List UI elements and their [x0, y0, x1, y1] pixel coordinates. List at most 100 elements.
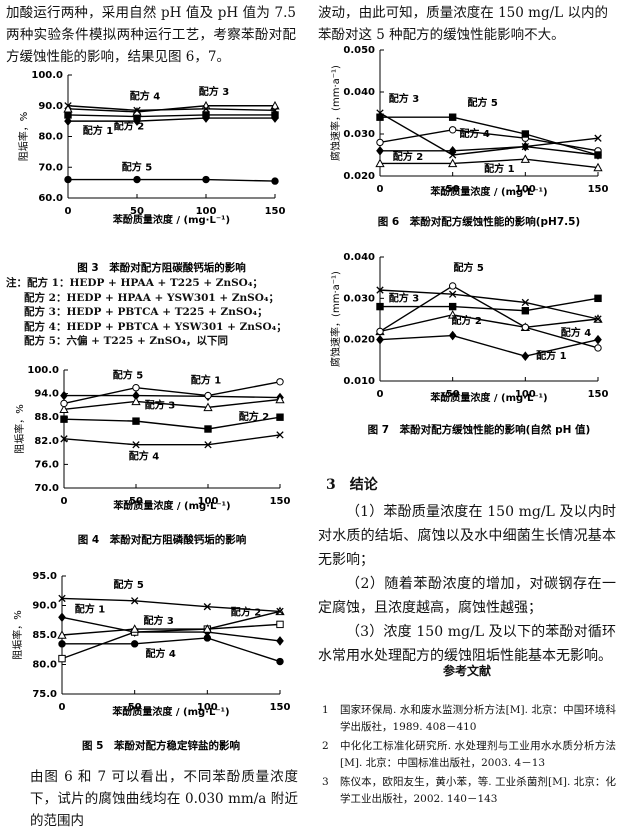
marker	[132, 384, 140, 392]
marker	[448, 158, 458, 168]
marker	[202, 624, 212, 633]
series-line	[380, 145, 599, 156]
series-label: 配方 5	[113, 578, 143, 591]
series-label: 配方 1	[536, 349, 566, 362]
conclusions: （1）苯酚质量浓度在 150 mg/L 及以内时对水质的结垢、腐蚀以及水中细菌生…	[318, 500, 616, 668]
x-tick-label: 50	[128, 702, 142, 713]
series-label: 配方 1	[191, 373, 221, 386]
x-tick-label: 50	[129, 496, 143, 507]
series-label: 配方 5	[122, 161, 152, 174]
reference: 3 陈仪本，欧阳友生，黄小苯，等. 工业杀菌剂[M]. 北京：化学工业出版社，20…	[318, 774, 616, 808]
note: 配方 3：HEDP + PBTCA + T225 + ZnSO₄；	[24, 306, 268, 318]
marker	[376, 334, 384, 345]
reference-number: 2	[322, 740, 329, 752]
reference-text: 国家环保局. 水和废水监测分析方法[M]. 北京：中国环境科学出版社，1989.…	[340, 704, 616, 733]
series-label: 配方 2	[114, 120, 144, 133]
series-label: 配方 4	[459, 127, 489, 140]
series-line	[61, 623, 281, 660]
marker	[593, 162, 603, 172]
y-tick-label: 0.010	[343, 376, 375, 387]
marker	[60, 399, 68, 408]
y-tick-label: 0.020	[343, 335, 375, 346]
series-line	[379, 112, 599, 156]
series-line	[68, 178, 276, 182]
series-label: 配方 2	[451, 314, 481, 327]
marker	[594, 315, 602, 323]
x-tick-label: 0	[59, 702, 66, 713]
series-label: 配方 1	[484, 162, 514, 175]
y-tick-label: 70.0	[38, 162, 63, 173]
marker	[203, 603, 211, 611]
marker	[58, 654, 66, 663]
x-tick-label: 100	[515, 184, 536, 195]
marker	[131, 597, 139, 605]
marker	[271, 111, 279, 119]
y-tick-label: 80.0	[38, 132, 63, 143]
marker	[448, 282, 457, 290]
conclusion: （2）随着苯酚浓度的增加，对碳钢存在一定腐蚀，且浓度越高，腐蚀性越强；	[318, 576, 616, 616]
series-line	[379, 314, 599, 333]
marker	[594, 334, 602, 345]
y-tick-label: 90.0	[38, 101, 63, 112]
marker	[132, 417, 140, 425]
series-line	[63, 434, 281, 446]
marker	[449, 151, 457, 159]
x-tick-label: 100	[197, 702, 218, 713]
marker	[59, 404, 69, 414]
figure-caption: 图 3 苯酚对配方阻碳酸钙垢的影响	[77, 261, 246, 274]
series-line	[380, 297, 599, 312]
marker	[276, 413, 284, 421]
x-tick-label: 100	[198, 496, 219, 507]
series-label: 配方 4	[561, 326, 591, 339]
series-line	[68, 117, 275, 122]
x-tick-label: 100	[515, 389, 536, 400]
marker	[202, 111, 210, 119]
marker	[276, 620, 284, 629]
marker	[520, 154, 530, 163]
marker	[60, 390, 68, 401]
note: 配方 4：HEDP + PBTCA + YSW301 + ZnSO₄；	[24, 320, 287, 333]
conclusion: （3）浓度 150 mg/L 及以下的苯酚对循环水常用水处理配方的缓蚀阻垢性能基…	[318, 624, 616, 664]
marker	[132, 441, 140, 449]
y-tick-label: 70.0	[34, 483, 59, 494]
series-line	[67, 105, 276, 112]
marker	[130, 624, 140, 633]
marker	[376, 327, 384, 336]
marker	[202, 175, 210, 184]
y-axis-label: 腐蚀速率，(mm·a⁻¹)	[329, 271, 342, 367]
series-label: 配方 4	[130, 89, 160, 102]
y-axis-label: 阻垢率，%	[13, 404, 26, 454]
reference-text: 中化化工标准化研究所. 水处理剂与工业用水水质分析方法[M]. 北京：中国标准出…	[340, 740, 616, 769]
y-axis-label: 阻垢率，%	[11, 610, 24, 660]
marker	[202, 105, 210, 113]
x-tick-label: 50	[446, 389, 460, 400]
marker	[275, 394, 285, 404]
figure-caption: 图 5 苯酚对配方稳定锌盐的影响	[82, 739, 240, 752]
marker	[521, 323, 530, 331]
series-line	[380, 158, 599, 169]
marker	[276, 607, 284, 616]
y-tick-label: 0.020	[343, 171, 375, 182]
x-tick-label: 150	[270, 496, 291, 507]
x-tick-label: 150	[588, 389, 609, 400]
marker	[131, 396, 141, 406]
reference-number: 1	[322, 704, 329, 716]
y-tick-label: 80.0	[32, 660, 57, 671]
y-tick-label: 0.050	[343, 45, 375, 56]
series-label: 配方 5	[113, 369, 143, 382]
page: 加酸运行两种，采用自然 pH 值及 pH 值为 7.5 两种实验条件模拟两种运行…	[6, 5, 616, 829]
series-label: 配方 3	[199, 85, 229, 98]
series-label: 配方 3	[389, 92, 419, 105]
marker	[521, 298, 529, 307]
marker	[594, 344, 602, 352]
marker	[448, 330, 457, 341]
y-tick-label: 88.0	[34, 412, 59, 423]
x-axis-label: 苯酚质量浓度 / (mg·L⁻¹)	[112, 499, 230, 512]
x-tick-label: 0	[377, 389, 384, 400]
x-tick-label: 150	[588, 184, 609, 195]
y-tick-label: 0.040	[343, 87, 375, 98]
note: 配方 5：六偏 + T225 + ZnSO₄，以下同	[24, 335, 229, 347]
series-label: 配方 3	[143, 614, 173, 627]
series-line	[67, 105, 275, 113]
y-tick-label: 0.030	[343, 293, 375, 304]
